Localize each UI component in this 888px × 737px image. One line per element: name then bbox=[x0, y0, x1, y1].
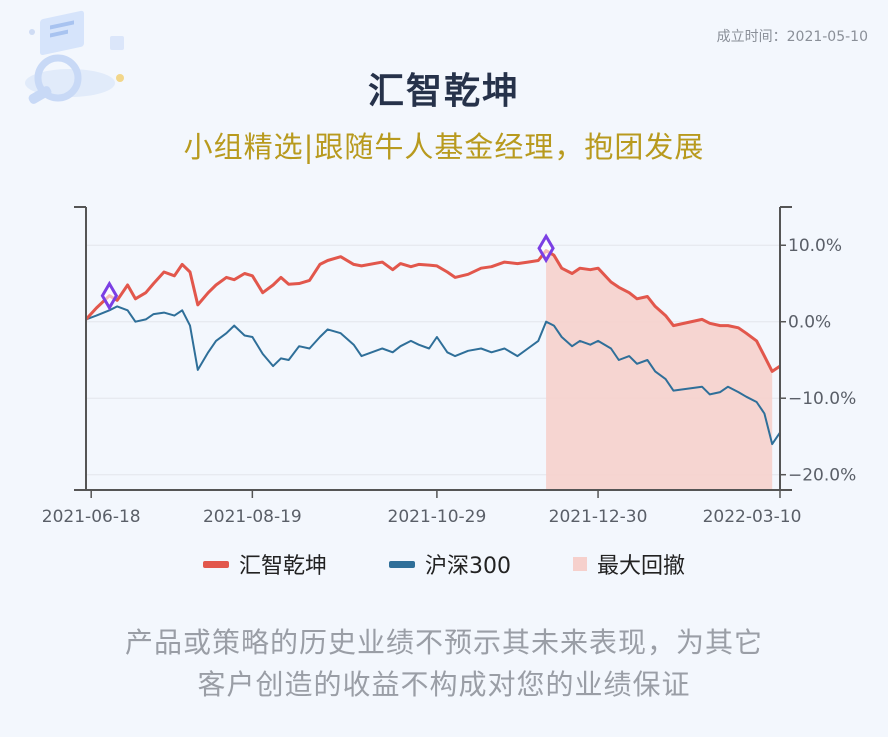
magnifier-dashboard-icon bbox=[25, 10, 124, 104]
chart-legend: 汇智乾坤 沪深300 最大回撤 bbox=[0, 548, 888, 580]
series-layer bbox=[84, 249, 781, 446]
series-line-benchmark bbox=[85, 305, 781, 446]
diamond-marker-0 bbox=[100, 280, 119, 311]
x-tick-label: 2021-12-30 bbox=[549, 507, 648, 527]
x-tick-label: 2022-03-10 bbox=[703, 507, 802, 527]
established-date: 成立时间：2021-05-10 bbox=[716, 29, 868, 45]
legend-item-portfolio[interactable]: 汇智乾坤 bbox=[202, 548, 327, 580]
y-tick-label: −10.0% bbox=[788, 389, 856, 409]
legend-swatch-portfolio bbox=[202, 560, 229, 568]
drawdown-layer bbox=[546, 250, 773, 490]
series-line-portfolio bbox=[84, 249, 781, 373]
legend-label-portfolio: 汇智乾坤 bbox=[238, 554, 327, 579]
legend-swatch-drawdown bbox=[573, 557, 587, 571]
diamond-marker-1 bbox=[537, 233, 555, 264]
page-title: 汇智乾坤 bbox=[367, 71, 520, 112]
legend-item-benchmark[interactable]: 沪深300 bbox=[389, 548, 511, 580]
page-subtitle: 小组精选|跟随牛人基金经理，抱团发展 bbox=[183, 130, 705, 164]
performance-chart: 10.0% 0.0% −10.0% −20.0% 2021-06-18 2021-08-1… bbox=[42, 206, 856, 527]
legend-swatch-benchmark bbox=[389, 560, 415, 568]
y-tick-label: −20.0% bbox=[788, 466, 856, 486]
axis-layer: 10.0% 0.0% −10.0% −20.0% 2021-06-18 2021-08-1… bbox=[42, 206, 856, 527]
legend-label-drawdown: 最大回撤 bbox=[597, 554, 686, 579]
marker-layer bbox=[100, 233, 555, 311]
disclaimer: 产品或策略的历史业绩不预示其未来表现，为其它 客户创造的收益不构成对您的业绩保证 bbox=[0, 622, 888, 706]
y-tick-label: 0.0% bbox=[788, 313, 831, 333]
y-tick-label: 10.0% bbox=[788, 236, 842, 256]
disclaimer-line-2: 客户创造的收益不构成对您的业绩保证 bbox=[197, 668, 691, 701]
x-tick-label: 2021-08-19 bbox=[203, 507, 302, 527]
disclaimer-line-1: 产品或策略的历史业绩不预示其未来表现，为其它 bbox=[124, 626, 763, 659]
x-tick-label: 2021-06-18 bbox=[42, 507, 141, 527]
drawdown-area bbox=[546, 250, 773, 490]
x-tick-label: 2021-10-29 bbox=[388, 507, 487, 527]
legend-item-drawdown[interactable]: 最大回撤 bbox=[573, 548, 685, 580]
legend-label-benchmark: 沪深300 bbox=[425, 554, 511, 579]
